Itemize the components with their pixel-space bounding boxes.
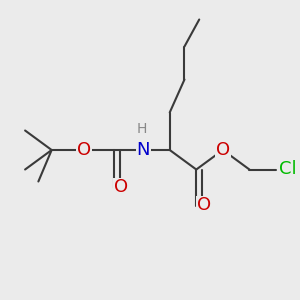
Text: O: O [77,141,91,159]
Text: N: N [136,141,150,159]
Text: O: O [114,178,128,196]
Text: O: O [216,141,230,159]
Text: H: H [136,122,147,136]
Text: O: O [196,196,211,214]
Text: Cl: Cl [279,160,297,178]
